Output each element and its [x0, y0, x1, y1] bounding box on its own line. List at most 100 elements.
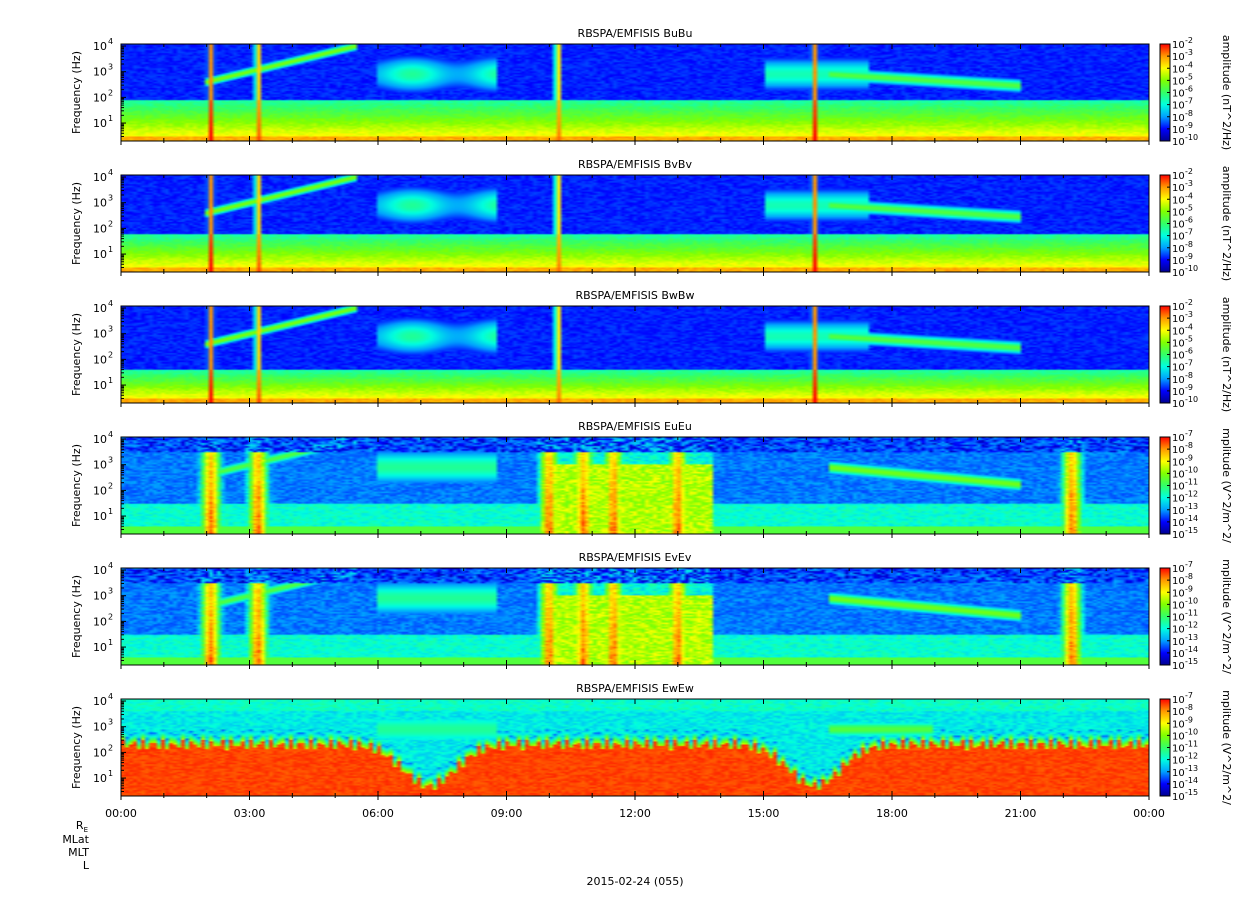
- colorbar-tick-exponent: -13: [1185, 764, 1198, 773]
- y-tick-exponent: 4: [108, 561, 113, 570]
- x-tick-label: 06:00: [362, 807, 394, 820]
- colorbar-tick-label: 10: [1172, 64, 1185, 75]
- y-tick-exponent: 3: [108, 718, 113, 727]
- colorbar-tick-label: 10: [1172, 469, 1185, 480]
- y-tick-label: 10: [93, 222, 107, 235]
- colorbar-tick-label: 10: [1172, 399, 1185, 410]
- x-tick-label: 03:00: [234, 807, 266, 820]
- colorbar-tick-label: 10: [1172, 756, 1185, 767]
- colorbar-tick-exponent: -8: [1185, 109, 1193, 118]
- colorbar-tick-exponent: -3: [1185, 310, 1193, 319]
- colorbar-tick-exponent: -10: [1185, 133, 1198, 142]
- colorbar-tick-exponent: -8: [1185, 441, 1193, 450]
- y-tick-exponent: 4: [108, 37, 113, 46]
- colorbar-tick-exponent: -15: [1185, 788, 1198, 797]
- y-tick-exponent: 4: [108, 692, 113, 701]
- colorbar-tick-label: 10: [1172, 613, 1185, 624]
- colorbar-tick-exponent: -9: [1185, 584, 1193, 593]
- ephemeris-mlat-label: MLat: [62, 833, 89, 846]
- y-tick-label: 10: [93, 433, 107, 446]
- y-tick-exponent: 1: [108, 245, 113, 254]
- colorbar-tick-label: 10: [1172, 125, 1185, 136]
- colorbar-tick-label: 10: [1172, 52, 1185, 63]
- colorbar-tick-label: 10: [1172, 326, 1185, 337]
- colorbar-tick-label: 10: [1172, 576, 1185, 587]
- colorbar-tick-exponent: -6: [1185, 85, 1193, 94]
- colorbar-tick-label: 10: [1172, 744, 1185, 755]
- colorbar-tick-label: 10: [1172, 101, 1185, 112]
- y-tick-label: 10: [93, 40, 107, 53]
- colorbar-tick-exponent: -2: [1185, 167, 1193, 176]
- colorbar-label: amplitude (nT^2/Hz): [1220, 35, 1233, 150]
- colorbar-tick-label: 10: [1172, 768, 1185, 779]
- colorbar-tick-label: 10: [1172, 89, 1185, 100]
- colorbar-tick-label: 10: [1172, 195, 1185, 206]
- y-tick-exponent: 1: [108, 376, 113, 385]
- y-tick-label: 10: [93, 379, 107, 392]
- x-tick-label: 15:00: [748, 807, 780, 820]
- spectrogram-image: [121, 306, 1149, 403]
- x-tick-label: 18:00: [876, 807, 908, 820]
- x-tick-label: 21:00: [1005, 807, 1037, 820]
- colorbar-tick-exponent: -8: [1185, 703, 1193, 712]
- colorbar-tick-label: 10: [1172, 719, 1185, 730]
- colorbar-tick-exponent: -9: [1185, 715, 1193, 724]
- colorbar-tick-exponent: -2: [1185, 36, 1193, 45]
- colorbar-tick-exponent: -10: [1185, 395, 1198, 404]
- y-tick-exponent: 2: [108, 612, 113, 621]
- colorbar-tick-exponent: -3: [1185, 48, 1193, 57]
- panel-title: RBSPA/EMFISIS EwEw: [576, 682, 694, 695]
- colorbar-tick-label: 10: [1172, 338, 1185, 349]
- colorbar-tick-label: 10: [1172, 649, 1185, 660]
- y-tick-label: 10: [93, 564, 107, 577]
- colorbar-tick-label: 10: [1172, 387, 1185, 398]
- colorbar-tick-label: 10: [1172, 482, 1185, 493]
- y-tick-exponent: 2: [108, 219, 113, 228]
- colorbar-tick-label: 10: [1172, 530, 1185, 541]
- colorbar-tick-exponent: -7: [1185, 359, 1193, 368]
- colorbar-tick-exponent: -4: [1185, 191, 1193, 200]
- colorbar-tick-label: 10: [1172, 244, 1185, 255]
- colorbar-tick-exponent: -8: [1185, 572, 1193, 581]
- y-tick-exponent: 1: [108, 507, 113, 516]
- y-tick-exponent: 1: [108, 638, 113, 647]
- colorbar-label: amplitude (nT^2/Hz): [1220, 297, 1233, 412]
- y-tick-label: 10: [93, 695, 107, 708]
- y-tick-label: 10: [93, 590, 107, 603]
- colorbar-tick-label: 10: [1172, 637, 1185, 648]
- colorbar-tick-exponent: -10: [1185, 727, 1198, 736]
- panel-title: RBSPA/EMFISIS EvEv: [579, 551, 692, 564]
- colorbar-tick-label: 10: [1172, 792, 1185, 803]
- colorbar-tick-label: 10: [1172, 183, 1185, 194]
- colorbar-tick-label: 10: [1172, 207, 1185, 218]
- colorbar-tick-label: 10: [1172, 171, 1185, 182]
- colorbar-tick-label: 10: [1172, 256, 1185, 267]
- colorbar-tick-exponent: -5: [1185, 203, 1193, 212]
- colorbar-tick-exponent: -13: [1185, 633, 1198, 642]
- ephemeris-l-label: L: [83, 859, 90, 872]
- colorbar-tick-exponent: -3: [1185, 179, 1193, 188]
- colorbar-tick-exponent: -10: [1185, 264, 1198, 273]
- y-tick-exponent: 3: [108, 194, 113, 203]
- colorbar-tick-exponent: -11: [1185, 609, 1198, 618]
- panel-title: RBSPA/EMFISIS EuEu: [578, 420, 692, 433]
- colorbar-tick-exponent: -14: [1185, 514, 1198, 523]
- colorbar-tick-exponent: -7: [1185, 97, 1193, 106]
- spectrogram-image: [121, 175, 1149, 272]
- colorbar-tick-exponent: -8: [1185, 240, 1193, 249]
- colorbar-tick-exponent: -5: [1185, 72, 1193, 81]
- colorbar-tick-exponent: -12: [1185, 490, 1198, 499]
- y-tick-label: 10: [93, 248, 107, 261]
- colorbar-tick-label: 10: [1172, 445, 1185, 456]
- colorbar-tick-exponent: -7: [1185, 691, 1193, 700]
- colorbar-tick-exponent: -14: [1185, 645, 1198, 654]
- colorbar-tick-label: 10: [1172, 457, 1185, 468]
- x-tick-label: 00:00: [105, 807, 137, 820]
- y-tick-exponent: 4: [108, 299, 113, 308]
- colorbar-tick-label: 10: [1172, 564, 1185, 575]
- colorbar-tick-label: 10: [1172, 113, 1185, 124]
